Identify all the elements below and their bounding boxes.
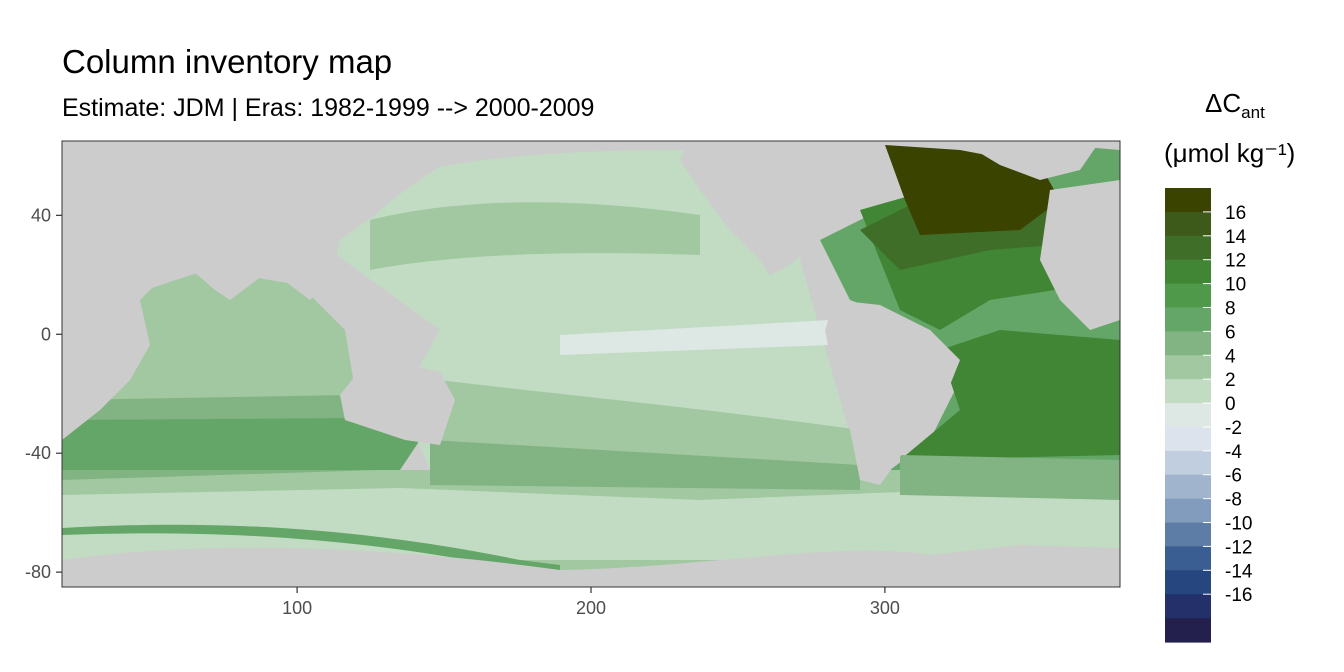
africa-land [62, 260, 150, 440]
legend-label: -14 [1225, 561, 1253, 582]
legend: ΔCant (μmol kg⁻¹) 16 14 12 108 6 4 2 0 -2 -4 -6 -8 -… [1164, 88, 1295, 643]
southern-ocean-green-band [900, 455, 1120, 500]
legend-title-unit: (μmol kg⁻¹) [1164, 138, 1295, 168]
chart-subtitle: Estimate: JDM | Eras: 1982-1999 --> 2000… [62, 94, 595, 122]
north-pacific-band [370, 202, 700, 270]
x-axis: 100 200 300 [282, 587, 900, 618]
x-tick-label: 200 [576, 598, 606, 618]
southern-ocean-light [62, 488, 1120, 560]
legend-color-segment [1165, 522, 1211, 548]
legend-label: -8 [1225, 490, 1242, 511]
y-tick-label: 40 [31, 205, 51, 225]
north-america-land [680, 141, 885, 275]
legend-color-segment [1165, 498, 1211, 524]
legend-color-segment [1165, 355, 1211, 380]
legend-color-segment [1165, 235, 1211, 261]
greenland-land [960, 141, 1100, 180]
x-tick-label: 100 [282, 598, 312, 618]
legend-label: -2 [1225, 418, 1242, 439]
legend-color-segment [1165, 211, 1211, 237]
indian-ocean-core [62, 418, 420, 470]
legend-label: -6 [1225, 466, 1242, 487]
australia-land [340, 362, 455, 445]
legend-color-segment [1165, 283, 1211, 309]
legend-label: -16 [1225, 585, 1252, 606]
legend-color-segment [1165, 379, 1211, 404]
south-indian-pacific-green [430, 440, 860, 490]
legend-color-segment [1165, 618, 1211, 643]
legend-label: -10 [1225, 514, 1252, 535]
legend-colorbar [1165, 188, 1211, 643]
legend-color-segment [1165, 331, 1211, 356]
legend-label: 4 [1225, 346, 1236, 367]
antarctica-land [62, 545, 1120, 587]
legend-label: 12 [1225, 251, 1246, 272]
legend-labels: 16 14 12 108 6 4 2 0 -2 -4 -6 -8 -10-12 -14 -16 [1203, 203, 1253, 606]
asia-land [62, 141, 470, 300]
ocean-field [62, 141, 1120, 587]
legend-title-main: ΔCant [1205, 88, 1265, 122]
chart-title: Column inventory map [62, 43, 393, 80]
legend-label: -4 [1225, 442, 1242, 463]
europe-land [1040, 180, 1120, 330]
legend-label: 0 [1225, 394, 1236, 415]
legend-label: 6 [1225, 322, 1236, 343]
legend-color-segment [1165, 188, 1211, 213]
y-axis: 40 0 -40 -80 [25, 205, 62, 582]
legend-color-segment [1165, 307, 1211, 332]
legend-label: 8 [1225, 298, 1236, 319]
south-america-land [825, 300, 960, 485]
legend-color-segment [1165, 546, 1211, 571]
legend-label: -12 [1225, 537, 1252, 558]
legend-color-segment [1165, 474, 1211, 500]
x-tick-label: 300 [870, 598, 900, 618]
legend-color-segment [1165, 426, 1211, 452]
legend-label: 16 [1225, 203, 1246, 224]
legend-label: 10 [1225, 275, 1246, 296]
legend-label: 2 [1225, 370, 1236, 391]
legend-color-segment [1165, 403, 1211, 428]
legend-color-segment [1165, 450, 1211, 476]
legend-color-segment [1165, 570, 1211, 595]
legend-color-segment [1165, 259, 1211, 285]
tropical-pacific-light [560, 320, 830, 355]
legend-color-segment [1165, 594, 1211, 619]
y-tick-label: 0 [41, 324, 51, 344]
y-tick-label: -80 [25, 562, 51, 582]
legend-label: 14 [1225, 227, 1247, 248]
y-tick-label: -40 [25, 443, 51, 463]
